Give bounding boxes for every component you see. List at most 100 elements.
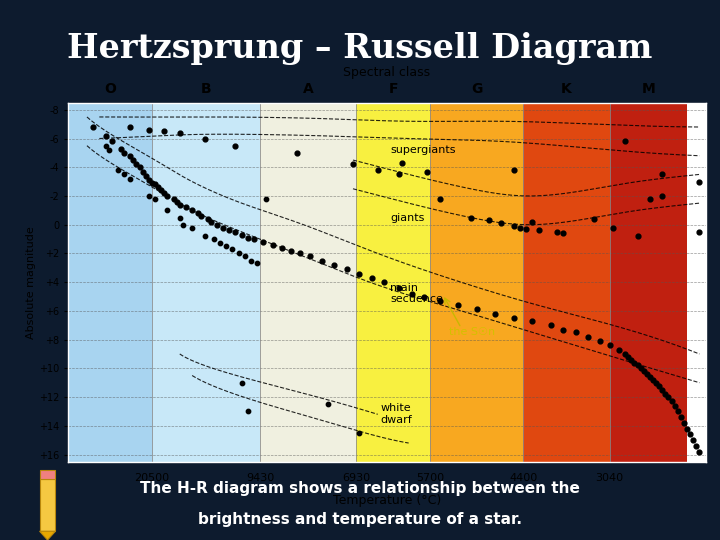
Point	[533, 226, 544, 235]
Bar	[152, 103, 260, 462]
Bar	[260, 103, 356, 462]
Point	[134, 163, 145, 172]
Point	[666, 397, 678, 406]
Point	[100, 141, 112, 150]
Text: 5700: 5700	[416, 473, 444, 483]
FancyBboxPatch shape	[40, 470, 55, 479]
Point	[112, 166, 124, 174]
Point	[115, 144, 127, 153]
Point	[434, 194, 446, 203]
Point	[149, 194, 161, 203]
Point	[125, 151, 136, 160]
Point	[168, 194, 179, 203]
Point	[693, 447, 705, 456]
Point	[657, 386, 668, 394]
Text: K: K	[561, 82, 572, 96]
Point	[638, 367, 649, 375]
Point	[186, 206, 198, 214]
Point	[211, 220, 222, 229]
Point	[434, 296, 446, 305]
Point	[521, 225, 532, 233]
Point	[570, 328, 582, 337]
Point	[258, 238, 269, 246]
Y-axis label: Absolute magnitude: Absolute magnitude	[26, 226, 36, 339]
Point	[230, 141, 241, 150]
Polygon shape	[40, 531, 55, 540]
Point	[323, 400, 334, 409]
Point	[156, 186, 167, 194]
Point	[161, 192, 173, 200]
Point	[464, 213, 476, 222]
Point	[595, 337, 606, 346]
Point	[103, 146, 114, 154]
Point	[514, 223, 526, 232]
Point	[236, 379, 248, 387]
Point	[660, 390, 671, 399]
Point	[292, 148, 303, 157]
Point	[223, 226, 235, 235]
Point	[304, 252, 315, 261]
Point	[495, 219, 507, 227]
Point	[294, 249, 306, 258]
Point	[471, 305, 482, 314]
Point	[215, 239, 226, 248]
Point	[118, 170, 130, 179]
Point	[685, 430, 696, 438]
Point	[366, 274, 377, 282]
Text: 3040: 3040	[595, 473, 624, 483]
Bar	[431, 103, 523, 462]
Point	[100, 131, 112, 140]
Point	[483, 216, 495, 225]
Point	[631, 361, 643, 370]
Point	[418, 292, 430, 301]
Point	[161, 206, 173, 214]
Point	[153, 183, 164, 192]
Text: 6930: 6930	[342, 473, 370, 483]
Point	[654, 381, 665, 390]
Point	[177, 220, 189, 229]
Point	[236, 231, 248, 239]
Point	[202, 214, 213, 223]
Point	[143, 176, 155, 185]
Point	[397, 159, 408, 167]
Point	[347, 160, 359, 168]
Point	[205, 218, 217, 226]
Point	[452, 301, 464, 309]
Point	[650, 379, 662, 387]
Point	[557, 229, 569, 238]
Point	[230, 227, 241, 236]
Point	[588, 214, 600, 223]
Text: A: A	[302, 82, 313, 96]
Text: the S☉n: the S☉n	[449, 327, 495, 338]
Point	[131, 160, 143, 168]
Text: brightness and temperature of a star.: brightness and temperature of a star.	[198, 512, 522, 527]
Point	[220, 242, 232, 251]
Point	[242, 407, 253, 416]
Text: 9430: 9430	[246, 473, 274, 483]
Point	[619, 350, 631, 359]
Point	[552, 227, 563, 236]
Point	[394, 284, 405, 292]
Point	[672, 407, 683, 416]
Point	[421, 167, 433, 176]
Point	[118, 148, 130, 157]
Text: G: G	[471, 82, 482, 96]
Text: white
dwarf: white dwarf	[381, 403, 413, 425]
Bar	[356, 103, 431, 462]
Point	[662, 393, 674, 401]
Point	[233, 249, 244, 258]
Bar	[523, 103, 610, 462]
FancyBboxPatch shape	[40, 479, 55, 531]
Point	[641, 370, 652, 379]
Point	[106, 137, 117, 146]
Point	[174, 213, 186, 222]
Point	[149, 180, 161, 189]
Point	[690, 442, 702, 450]
Point	[681, 424, 693, 433]
Text: 20500: 20500	[135, 473, 169, 483]
Point	[545, 321, 557, 329]
Point	[174, 200, 186, 209]
Point	[171, 198, 182, 206]
Point	[192, 209, 204, 218]
Point	[372, 166, 384, 174]
